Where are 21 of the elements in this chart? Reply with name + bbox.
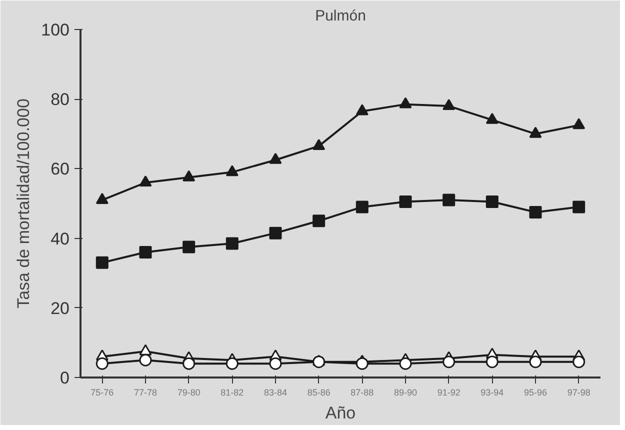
x-tick-label: 91-92 (437, 388, 460, 398)
y-tick-label: 20 (50, 298, 70, 318)
y-tick-label: 100 (41, 20, 70, 40)
y-tick-label: 80 (50, 90, 70, 110)
y-tick-label: 40 (50, 229, 70, 248)
x-tick-label: 93-94 (480, 388, 504, 398)
x-tick-label: 87-88 (350, 388, 374, 398)
x-tick-label: 79-80 (177, 388, 200, 398)
y-tick-label: 60 (50, 160, 70, 179)
x-tick-label: 75-76 (90, 388, 114, 398)
x-tick-label: 89-90 (394, 388, 418, 398)
x-axis-title: Año (325, 404, 356, 422)
chart-title: Pulmón (315, 8, 366, 24)
x-tick-label: 97-98 (567, 388, 590, 398)
x-tick-label: 77-78 (134, 388, 158, 398)
x-tick-label: 95-96 (524, 388, 548, 398)
x-tick-label: 83-84 (264, 388, 288, 398)
x-tick-label: 85-86 (307, 388, 330, 398)
x-tick-label: 81-82 (220, 388, 244, 398)
y-axis-title: Tasa de mortalidad/100.000 (14, 98, 34, 308)
y-tick-label: 0 (60, 368, 70, 388)
